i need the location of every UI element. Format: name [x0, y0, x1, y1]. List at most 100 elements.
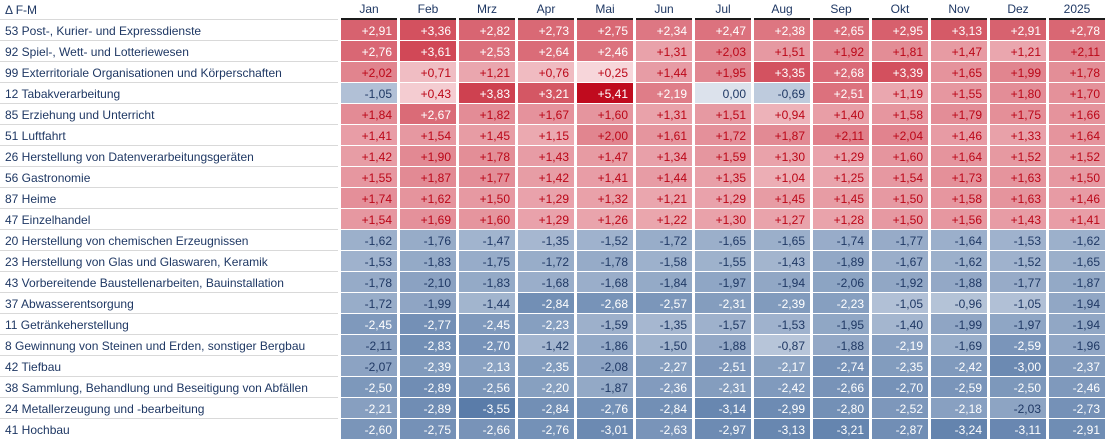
heatmap-cell[interactable]: +1,33 — [990, 125, 1046, 145]
heatmap-cell[interactable]: +1,28 — [813, 209, 869, 229]
column-header-mai[interactable]: Mai — [577, 0, 633, 20]
heatmap-cell[interactable]: +1,43 — [990, 209, 1046, 229]
heatmap-cell[interactable]: +2,11 — [813, 125, 869, 145]
heatmap-cell[interactable]: -2,99 — [754, 398, 810, 418]
heatmap-cell[interactable]: +1,43 — [518, 146, 574, 166]
column-header-jan[interactable]: Jan — [341, 0, 397, 20]
column-header-okt[interactable]: Okt — [872, 0, 928, 20]
heatmap-cell[interactable]: -1,72 — [518, 251, 574, 271]
heatmap-cell[interactable]: +1,29 — [518, 209, 574, 229]
heatmap-cell[interactable]: +1,26 — [577, 209, 633, 229]
heatmap-cell[interactable]: +1,80 — [990, 83, 1046, 103]
heatmap-cell[interactable]: -1,53 — [341, 251, 397, 271]
row-label[interactable]: 56 Gastronomie — [0, 167, 338, 188]
heatmap-cell[interactable]: -1,94 — [1049, 293, 1105, 313]
heatmap-cell[interactable]: -1,40 — [872, 314, 928, 334]
heatmap-cell[interactable]: -2,35 — [872, 356, 928, 376]
heatmap-cell[interactable]: -1,59 — [577, 314, 633, 334]
heatmap-cell[interactable]: +2,02 — [341, 62, 397, 82]
heatmap-cell[interactable]: -1,62 — [1049, 230, 1105, 250]
heatmap-cell[interactable]: +1,51 — [754, 41, 810, 61]
heatmap-cell[interactable]: +2,34 — [636, 20, 692, 40]
heatmap-cell[interactable]: -3,13 — [754, 419, 810, 439]
heatmap-cell[interactable]: -3,14 — [695, 398, 751, 418]
heatmap-cell[interactable]: -1,05 — [990, 293, 1046, 313]
heatmap-cell[interactable]: -2,80 — [813, 398, 869, 418]
row-label[interactable]: 37 Abwasserentsorgung — [0, 293, 338, 314]
heatmap-cell[interactable]: +2,38 — [754, 20, 810, 40]
heatmap-cell[interactable]: -1,96 — [1049, 335, 1105, 355]
heatmap-cell[interactable]: +1,69 — [400, 209, 456, 229]
column-header-apr[interactable]: Apr — [518, 0, 574, 20]
heatmap-cell[interactable]: +1,54 — [400, 125, 456, 145]
heatmap-cell[interactable]: +2,67 — [400, 104, 456, 124]
row-label[interactable]: 11 Getränkeherstellung — [0, 314, 338, 335]
heatmap-cell[interactable]: +1,54 — [872, 167, 928, 187]
heatmap-cell[interactable]: +1,42 — [341, 146, 397, 166]
heatmap-cell[interactable]: -2,42 — [754, 377, 810, 397]
heatmap-cell[interactable]: -2,70 — [872, 377, 928, 397]
row-label[interactable]: 8 Gewinnung von Steinen und Erden, sonst… — [0, 335, 338, 356]
heatmap-cell[interactable]: +1,41 — [577, 167, 633, 187]
heatmap-cell[interactable]: -1,67 — [872, 251, 928, 271]
heatmap-cell[interactable]: +1,95 — [695, 62, 751, 82]
heatmap-cell[interactable]: -2,21 — [341, 398, 397, 418]
heatmap-cell[interactable]: -2,75 — [400, 419, 456, 439]
heatmap-cell[interactable]: -2,42 — [931, 356, 987, 376]
heatmap-cell[interactable]: +1,44 — [636, 167, 692, 187]
heatmap-cell[interactable]: -1,52 — [577, 230, 633, 250]
heatmap-cell[interactable]: -1,62 — [931, 251, 987, 271]
heatmap-cell[interactable]: -2,39 — [400, 356, 456, 376]
heatmap-cell[interactable]: -1,68 — [518, 272, 574, 292]
heatmap-cell[interactable]: -1,58 — [636, 251, 692, 271]
heatmap-cell[interactable]: -3,01 — [577, 419, 633, 439]
heatmap-cell[interactable]: +1,46 — [1049, 188, 1105, 208]
row-label[interactable]: 41 Hochbau — [0, 419, 338, 439]
heatmap-cell[interactable]: +2,75 — [577, 20, 633, 40]
heatmap-cell[interactable]: +2,03 — [695, 41, 751, 61]
heatmap-cell[interactable]: +1,61 — [636, 125, 692, 145]
heatmap-cell[interactable]: -1,99 — [931, 314, 987, 334]
heatmap-cell[interactable]: -2,45 — [341, 314, 397, 334]
heatmap-cell[interactable]: +1,84 — [341, 104, 397, 124]
heatmap-cell[interactable]: -2,45 — [459, 314, 515, 334]
heatmap-cell[interactable]: +1,56 — [931, 209, 987, 229]
heatmap-cell[interactable]: +2,76 — [341, 41, 397, 61]
heatmap-cell[interactable]: -1,94 — [1049, 314, 1105, 334]
heatmap-cell[interactable]: -2,23 — [518, 314, 574, 334]
heatmap-cell[interactable]: -2,70 — [459, 335, 515, 355]
heatmap-cell[interactable]: +2,91 — [341, 20, 397, 40]
heatmap-cell[interactable]: -2,10 — [400, 272, 456, 292]
heatmap-cell[interactable]: +1,21 — [636, 188, 692, 208]
heatmap-cell[interactable]: +1,50 — [459, 188, 515, 208]
heatmap-cell[interactable]: -2,18 — [931, 398, 987, 418]
heatmap-cell[interactable]: +1,29 — [518, 188, 574, 208]
heatmap-cell[interactable]: +1,90 — [400, 146, 456, 166]
heatmap-cell[interactable]: -1,97 — [695, 272, 751, 292]
heatmap-cell[interactable]: +1,75 — [990, 104, 1046, 124]
heatmap-cell[interactable]: -1,77 — [872, 230, 928, 250]
heatmap-cell[interactable]: -1,64 — [931, 230, 987, 250]
heatmap-cell[interactable]: -1,77 — [990, 272, 1046, 292]
heatmap-cell[interactable]: +2,51 — [813, 83, 869, 103]
column-header-2025[interactable]: 2025 — [1049, 0, 1105, 20]
heatmap-cell[interactable]: +1,50 — [1049, 167, 1105, 187]
heatmap-cell[interactable]: -3,55 — [459, 398, 515, 418]
heatmap-cell[interactable]: +1,62 — [400, 188, 456, 208]
heatmap-cell[interactable]: +2,91 — [990, 20, 1046, 40]
heatmap-cell[interactable]: +1,21 — [990, 41, 1046, 61]
heatmap-cell[interactable]: -2,46 — [1049, 377, 1105, 397]
heatmap-cell[interactable]: +1,87 — [754, 125, 810, 145]
heatmap-cell[interactable]: -2,39 — [754, 293, 810, 313]
heatmap-cell[interactable]: +1,82 — [459, 104, 515, 124]
heatmap-cell[interactable]: +2,78 — [1049, 20, 1105, 40]
heatmap-cell[interactable]: +1,64 — [1049, 125, 1105, 145]
heatmap-cell[interactable]: +1,67 — [518, 104, 574, 124]
heatmap-cell[interactable]: -2,84 — [636, 398, 692, 418]
heatmap-cell[interactable]: -1,95 — [813, 314, 869, 334]
heatmap-cell[interactable]: -1,47 — [459, 230, 515, 250]
heatmap-cell[interactable]: +1,34 — [636, 146, 692, 166]
heatmap-cell[interactable]: +1,55 — [931, 83, 987, 103]
heatmap-cell[interactable]: -1,99 — [400, 293, 456, 313]
heatmap-cell[interactable]: +2,95 — [872, 20, 928, 40]
